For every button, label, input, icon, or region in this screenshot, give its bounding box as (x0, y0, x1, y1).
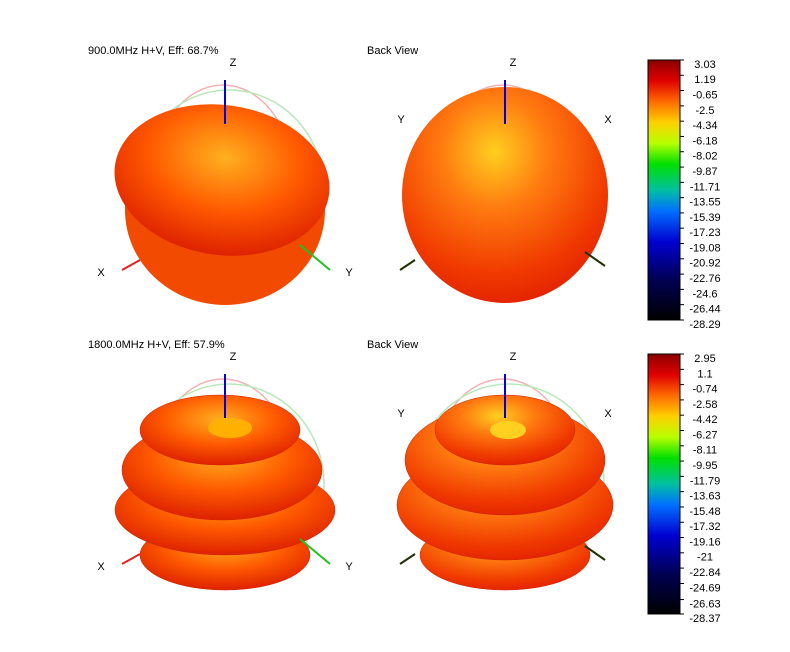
y-axis (299, 244, 331, 271)
colorbar-tick-label: -20.92 (689, 258, 720, 270)
x-axis (121, 259, 141, 271)
x-axis (121, 553, 141, 565)
pattern-lobe (490, 421, 526, 439)
axis-label: Y (345, 561, 353, 573)
colorbar-tick-label: -0.65 (692, 89, 717, 101)
pattern-lobe (208, 418, 252, 438)
colorbar-tick-label: -19.08 (689, 242, 720, 254)
colorbar-tick-label: -4.34 (692, 120, 717, 132)
axis-label: X (604, 114, 612, 126)
colorbar-tick-label: 1.1 (697, 368, 712, 380)
axis-label: Z (510, 351, 517, 363)
axis-stub (584, 545, 606, 561)
colorbar-tick-label: -15.48 (689, 506, 720, 518)
colorbar-tick-label: -13.55 (689, 197, 720, 209)
axis-label: Z (230, 57, 237, 69)
axis-stub (584, 251, 606, 267)
colorbar-tick-label: 2.95 (694, 353, 715, 365)
panel-title: 900.0MHz H+V, Eff: 68.7% (88, 45, 219, 57)
colorbar-tick-label: -24.69 (689, 582, 720, 594)
view-title: Back View (367, 45, 418, 57)
axis-label: X (97, 561, 105, 573)
colorbar-tick-label: -28.37 (689, 613, 720, 625)
axis-label: Y (397, 114, 405, 126)
colorbar (647, 59, 681, 321)
axis-stub (399, 553, 416, 565)
colorbar-tick-label: -8.11 (693, 445, 717, 457)
colorbar-tick-label: -21 (697, 552, 713, 564)
view-title: Back View (367, 339, 418, 351)
colorbar-tick-label: -4.42 (692, 414, 717, 426)
colorbar-tick-label: -2.5 (696, 105, 715, 117)
panel-title: 1800.0MHz H+V, Eff: 57.9% (88, 339, 225, 351)
colorbar-tick-label: -15.39 (689, 212, 720, 224)
colorbar-tick-label: -24.6 (692, 288, 717, 300)
colorbar-tick-label: -8.02 (692, 151, 717, 163)
pattern-lobe (402, 87, 608, 303)
colorbar-tick-label: -0.74 (692, 384, 717, 396)
colorbar-tick-label: -13.63 (689, 491, 720, 503)
colorbar-tick-label: -28.29 (689, 319, 720, 331)
axis-label: X (97, 267, 105, 279)
colorbar-tick-label: -6.27 (692, 429, 717, 441)
axis-label: Z (510, 57, 517, 69)
axis-label: X (604, 408, 612, 420)
axis-label: Y (397, 408, 405, 420)
pattern-lobe (114, 104, 330, 256)
colorbar-tick-label: -17.32 (689, 521, 720, 533)
axis-label: Y (345, 267, 353, 279)
colorbar-tick-label: -19.16 (689, 536, 720, 548)
y-axis (299, 538, 331, 565)
colorbar-tick-label: -22.84 (689, 567, 720, 579)
colorbar-tick-label: -26.63 (689, 598, 720, 610)
colorbar-tick-label: -11.71 (690, 181, 720, 193)
colorbar-tick-label: -6.18 (692, 135, 717, 147)
axis-stub (399, 259, 416, 271)
colorbar-tick-label: -9.87 (692, 166, 717, 178)
colorbar-tick-label: -26.44 (689, 304, 720, 316)
colorbar-tick-label: 1.19 (694, 74, 715, 86)
axis-label: Z (230, 351, 237, 363)
colorbar (647, 353, 681, 615)
colorbar-tick-label: -11.79 (690, 475, 720, 487)
colorbar-tick-label: 3.03 (694, 59, 715, 71)
colorbar-tick-label: -22.76 (689, 273, 720, 285)
colorbar-tick-label: -2.58 (692, 399, 717, 411)
colorbar-tick-label: -9.95 (692, 460, 717, 472)
colorbar-tick-label: -17.23 (689, 227, 720, 239)
